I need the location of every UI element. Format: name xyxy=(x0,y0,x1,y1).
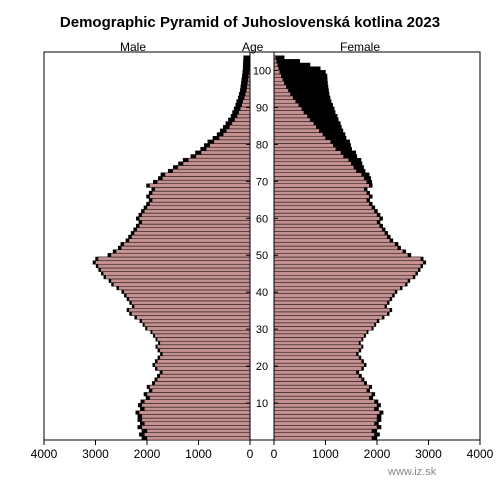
svg-text:90: 90 xyxy=(256,102,268,114)
svg-text:30: 30 xyxy=(256,324,268,336)
svg-text:1000: 1000 xyxy=(312,447,339,461)
svg-text:3000: 3000 xyxy=(82,447,109,461)
svg-text:70: 70 xyxy=(256,176,268,188)
svg-text:60: 60 xyxy=(256,213,268,225)
svg-text:4000: 4000 xyxy=(467,447,494,461)
watermark: www.iz.sk xyxy=(388,466,436,478)
svg-text:80: 80 xyxy=(256,139,268,151)
male-label: Male xyxy=(120,40,146,54)
female-label: Female xyxy=(340,40,380,54)
svg-text:3000: 3000 xyxy=(415,447,442,461)
svg-text:0: 0 xyxy=(247,447,254,461)
svg-text:2000: 2000 xyxy=(134,447,161,461)
svg-text:100: 100 xyxy=(253,65,271,77)
svg-text:0: 0 xyxy=(271,447,278,461)
svg-text:4000: 4000 xyxy=(31,447,58,461)
svg-text:50: 50 xyxy=(256,250,268,262)
svg-text:1000: 1000 xyxy=(185,447,212,461)
svg-text:2000: 2000 xyxy=(364,447,391,461)
pyramid-chart: Demographic Pyramid of Juhoslovenská kot… xyxy=(0,0,500,500)
pyramid-svg: 0 0 1000 1000 2000 2000 3000 3000 4000 4000 10 20 30… xyxy=(0,0,500,500)
age-label: Age xyxy=(242,40,263,54)
svg-text:10: 10 xyxy=(256,398,268,410)
chart-title: Demographic Pyramid of Juhoslovenská kot… xyxy=(0,14,500,31)
svg-text:40: 40 xyxy=(256,287,268,299)
svg-text:20: 20 xyxy=(256,361,268,373)
